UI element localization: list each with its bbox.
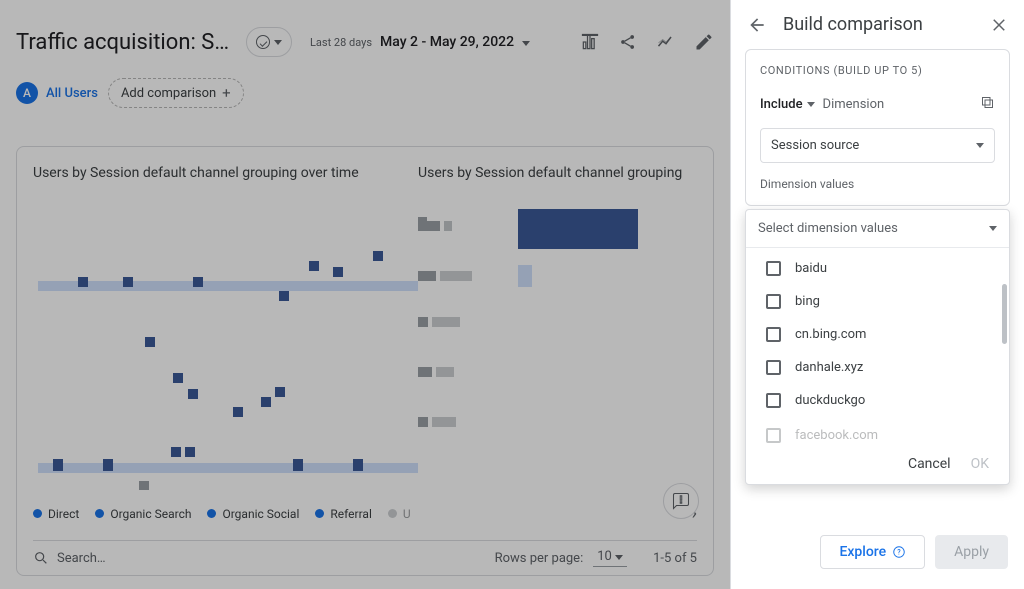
legend-item: Organic Search [95,507,191,521]
rows-per-page-label: Rows per page: [495,551,584,566]
help-icon: ? [892,545,906,559]
dimension-values-select[interactable]: Select dimension values [746,210,1009,248]
option-item[interactable]: baidu [746,252,1009,285]
audience-badge: A [16,82,38,104]
legend: Direct Organic Search Organic Social Ref… [33,503,697,524]
svg-text:?: ? [897,548,901,556]
dimension-values-placeholder: Select dimension values [758,221,898,236]
add-comparison-label: Add comparison [121,86,216,101]
back-arrow-icon[interactable] [747,15,767,35]
report-card: Users by Session default channel groupin… [16,146,714,576]
option-item[interactable]: duckduckgo [746,384,1009,417]
checkbox-icon [766,327,781,342]
panel-title: Build comparison [783,14,974,35]
option-label: danhale.xyz [795,360,863,375]
explore-label: Explore [839,544,886,560]
search-row[interactable]: Search… [33,550,495,566]
chevron-down-icon [522,41,530,46]
page-title: Traffic acquisition: Ses… [16,30,236,55]
chevron-down-icon [274,40,282,45]
plus-icon: + [222,84,231,102]
checkbox-icon [766,393,781,408]
legend-item: U [388,507,411,521]
dimension-select[interactable]: Session source [760,128,995,163]
chart-a-plot [33,191,388,491]
apply-button[interactable]: Apply [935,535,1008,569]
legend-item-label: Direct [48,507,79,521]
rows-per-page-select[interactable]: 10 [593,549,627,567]
chart-a-title: Users by Session default channel groupin… [33,165,388,181]
edit-icon[interactable] [694,32,714,52]
explore-button[interactable]: Explore ? [820,535,925,569]
scrollbar-thumb[interactable] [1002,284,1007,344]
legend-item: Organic Social [207,507,299,521]
option-item[interactable]: bing [746,285,1009,318]
close-icon[interactable] [990,16,1008,34]
check-icon [256,35,270,49]
cancel-button[interactable]: Cancel [908,456,951,472]
audience-chip[interactable]: A All Users [16,82,98,104]
chevron-down-icon [976,143,984,148]
checkbox-icon [766,360,781,375]
checkbox-icon [766,428,781,443]
legend-item-label: Referral [330,507,372,521]
date-range-label: Last 28 days [310,36,372,49]
build-comparison-panel: Build comparison CONDITIONS (BUILD UP TO… [730,0,1024,589]
chart-b-title: Users by Session default channel groupin… [418,165,697,181]
option-label: facebook.com [795,428,878,443]
option-label: duckduckgo [795,393,865,408]
include-dropdown[interactable]: Include [760,97,815,112]
status-chip[interactable] [246,27,292,57]
conditions-card: CONDITIONS (BUILD UP TO 5) Include Dimen… [745,49,1010,206]
option-label: baidu [795,261,827,276]
option-item[interactable]: facebook.com [746,419,1009,444]
option-label: bing [795,294,820,309]
chat-icon [672,492,690,510]
chevron-down-icon [989,226,997,231]
legend-item: Referral [315,507,372,521]
option-item[interactable]: cn.bing.com [746,318,1009,351]
audience-label: All Users [46,86,98,101]
dimension-label: Dimension [823,97,885,112]
conditions-header: CONDITIONS (BUILD UP TO 5) [760,64,995,77]
checkbox-icon [766,261,781,276]
add-comparison-button[interactable]: Add comparison + [108,78,244,108]
search-placeholder: Search… [57,551,106,566]
pagination-label: 1-5 of 5 [653,551,697,566]
copy-icon[interactable] [980,95,995,114]
search-icon [33,550,49,566]
dimension-values-label: Dimension values [760,177,995,191]
ok-button[interactable]: OK [971,456,989,472]
insights-icon[interactable] [580,32,600,52]
option-label: cn.bing.com [795,327,866,342]
legend-item-label: U [403,507,411,521]
share-icon[interactable] [618,32,638,52]
chart-b-plot [418,191,697,491]
checkbox-icon [766,294,781,309]
dimension-values-dropdown: Select dimension values baidu bing cn.bi… [745,209,1010,485]
option-item[interactable]: danhale.xyz [746,351,1009,384]
date-range-picker[interactable]: Last 28 days May 2 - May 29, 2022 [310,34,530,50]
legend-item-label: Organic Social [222,507,299,521]
legend-item: Direct [33,507,79,521]
options-list: baidu bing cn.bing.com danhale.xyz duckd… [746,248,1009,444]
date-range-value: May 2 - May 29, 2022 [380,34,514,50]
legend-item-label: Organic Search [110,507,191,521]
feedback-button[interactable] [663,483,699,519]
trend-icon[interactable] [656,32,676,52]
dimension-value: Session source [771,138,859,153]
